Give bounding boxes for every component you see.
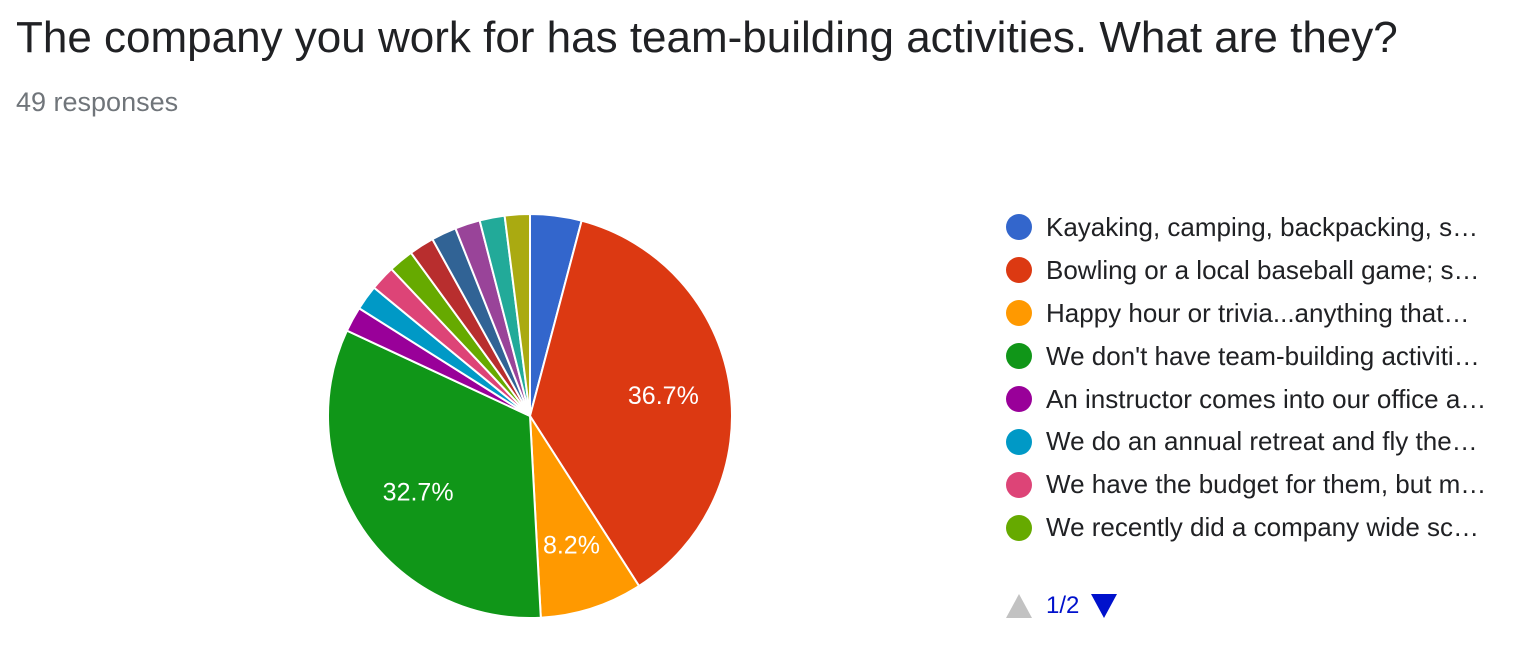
pie-slice-label-3: 8.2% [543,531,600,559]
legend-label: Kayaking, camping, backpacking, s… [1046,211,1479,242]
legend-swatch [1006,471,1032,498]
chart-legend: Kayaking, camping, backpacking, s… Bowlin… [1006,206,1516,549]
legend-swatch [1006,214,1032,241]
pie-slice-label-4: 32.7% [383,479,454,507]
legend-label: Bowling or a local baseball game; s… [1046,254,1480,285]
legend-swatch [1006,428,1032,455]
pie-slice-4[interactable] [327,329,542,619]
legend-label: We recently did a company wide sc… [1046,512,1480,543]
legend-item[interactable]: We recently did a company wide sc… [1006,506,1516,549]
pie-chart: 36.7% 8.2% 32.7% [327,212,733,619]
legend-label: We do an annual retreat and fly the… [1046,426,1478,457]
legend-item[interactable]: Happy hour or trivia...anything that… [1006,292,1516,335]
legend-label: We have the budget for them, but m… [1046,469,1487,500]
legend-item[interactable]: We do an annual retreat and fly the… [1006,420,1516,463]
legend-item[interactable]: We have the budget for them, but m… [1006,463,1516,506]
legend-swatch [1006,514,1032,541]
pie-slice-13[interactable] [503,212,531,417]
pager-text: 1/2 [1046,592,1080,619]
legend-swatch [1006,300,1032,327]
legend-item[interactable]: An instructor comes into our office a… [1006,378,1516,421]
legend-item[interactable]: Bowling or a local baseball game; s… [1006,249,1516,292]
triangle-down-icon[interactable] [1091,594,1118,618]
legend-label: Happy hour or trivia...anything that… [1046,297,1470,328]
pie-slice-3[interactable] [528,412,641,619]
pie-slice-label-2: 36.7% [628,382,699,410]
legend-label: We don't have team-building activiti… [1046,340,1480,371]
legend-item[interactable]: Kayaking, camping, backpacking, s… [1006,206,1516,249]
legend-swatch [1006,386,1032,412]
legend-item[interactable]: We don't have team-building activiti… [1006,335,1516,378]
chart-title: The company you work for has team-buildi… [16,13,1398,62]
legend-swatch [1006,343,1032,370]
legend-label: An instructor comes into our office a… [1046,383,1487,414]
response-count: 49 responses [16,87,179,117]
legend-pager: 1/2 [1006,588,1118,624]
triangle-up-icon[interactable] [1006,594,1032,618]
legend-swatch [1006,257,1032,284]
